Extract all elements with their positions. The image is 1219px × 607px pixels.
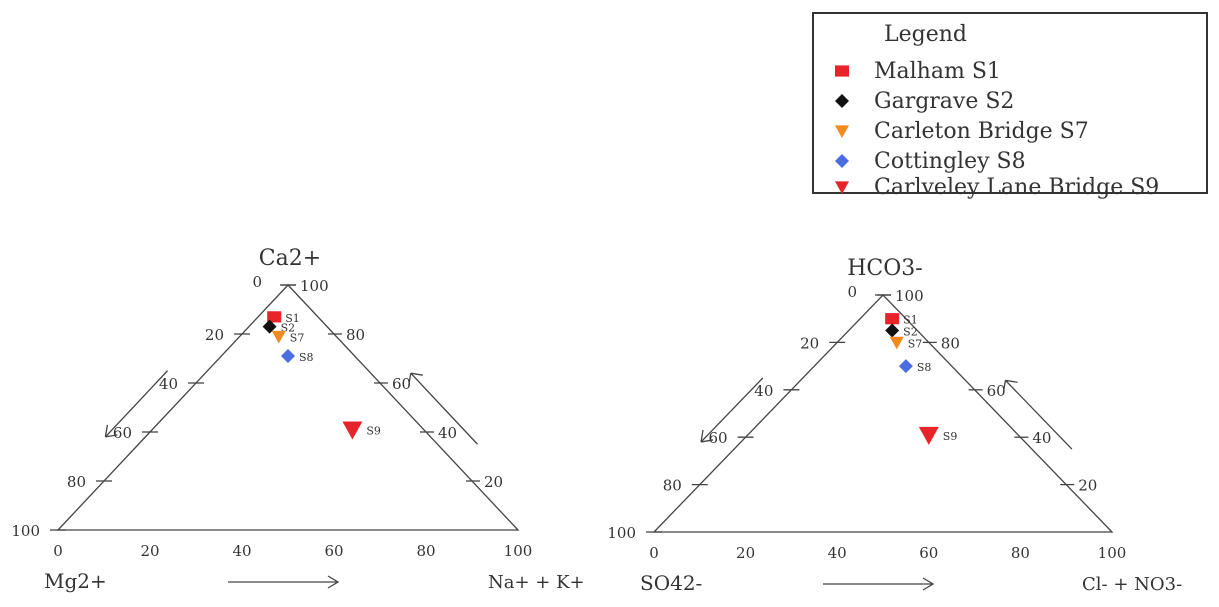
left-tick-label: 100 [11, 522, 40, 540]
base-tick-label: 80 [1011, 544, 1030, 562]
point-s7 [889, 336, 904, 350]
left-tick-label: 0 [847, 283, 857, 301]
legend-marker [832, 153, 852, 169]
legend-label: Malham S1 [874, 58, 1001, 84]
point-s8 [898, 359, 913, 374]
base-arrow [823, 577, 935, 591]
base-tick-label: 20 [736, 544, 755, 562]
left-axis-label: SO42- [640, 571, 702, 595]
point-label: S7 [908, 337, 923, 350]
right-tick-label: 100 [300, 277, 329, 295]
left-tick-label: 80 [67, 473, 86, 491]
legend-title: Legend [884, 22, 967, 47]
point-s7 [271, 330, 286, 344]
right-tick-label: 20 [484, 473, 503, 491]
legend: Legend Malham S1 Gargrave S2 Carleton Br… [812, 12, 1208, 200]
legend-label: Carleton Bridge S7 [874, 118, 1089, 144]
point-s1 [267, 311, 282, 323]
legend-item-s2: Gargrave S2 [832, 86, 1014, 116]
point-s8 [281, 349, 295, 364]
legend-marker [832, 179, 852, 195]
right-arrow [1002, 379, 1073, 450]
left-axis-label: Mg2+ [44, 569, 107, 593]
point-label: S9 [943, 430, 958, 443]
point-s2 [885, 323, 900, 338]
point-s9 [342, 421, 363, 440]
point-label: S2 [903, 326, 918, 339]
triangle-frame [56, 284, 520, 531]
point-label: S8 [917, 361, 932, 374]
left-arrow [104, 370, 168, 438]
legend-marker [832, 63, 852, 79]
base-arrow [228, 575, 340, 589]
right-tick-label: 80 [346, 326, 365, 344]
point-label: S7 [290, 331, 305, 344]
base-tick-label: 0 [649, 544, 659, 562]
point-s1 [885, 313, 900, 325]
legend-label: Gargrave S2 [874, 88, 1015, 114]
legend-item-s7: Carleton Bridge S7 [832, 116, 1089, 146]
left-tick-label: 20 [800, 334, 819, 352]
base-tick-label: 60 [324, 542, 343, 560]
left-tick-label: 40 [159, 375, 178, 393]
legend-marker [832, 93, 852, 109]
right-axis-label: Cl- + NO3- [1082, 574, 1182, 595]
base-tick-label: 80 [416, 542, 435, 560]
ternary-cations: 0 20 40 60 80 100 100 80 60 40 20 0 20 40 60 80 100 Ca2+ M… [11, 246, 584, 593]
point-label: S1 [903, 314, 918, 327]
base-tick-label: 20 [140, 542, 159, 560]
left-tick-label: 20 [205, 326, 224, 344]
right-tick-label: 80 [941, 334, 960, 352]
point-label: S1 [285, 312, 300, 325]
ternary-anions: 0 20 40 60 80 100 100 80 60 40 20 0 20 40 60 80 100 HCO3-… [607, 256, 1182, 595]
legend-item-s9: Carlveley Lane Bridge S9 [832, 172, 1159, 202]
left-tick-label: 80 [663, 477, 682, 495]
right-tick-label: 100 [895, 287, 924, 305]
left-tick-label: 0 [252, 273, 262, 291]
right-tick-label: 20 [1078, 477, 1097, 495]
triangle-frame [652, 294, 1114, 533]
base-tick-label: 100 [504, 542, 533, 560]
legend-item-s1: Malham S1 [832, 56, 1001, 86]
left-tick-label: 60 [113, 424, 132, 442]
base-tick-label: 60 [919, 544, 938, 562]
right-tick-label: 40 [1032, 429, 1051, 447]
right-tick-label: 60 [392, 375, 411, 393]
legend-item-s8: Cottingley S8 [832, 146, 1026, 176]
apex-label: HCO3- [847, 256, 923, 281]
right-axis-label: Na+ + K+ [488, 572, 585, 593]
left-tick-label: 60 [709, 429, 728, 447]
right-tick-label: 40 [438, 424, 457, 442]
left-tick-label: 100 [607, 524, 636, 542]
left-arrow [700, 377, 764, 443]
right-arrow [408, 372, 478, 445]
point-label: S9 [366, 425, 381, 438]
base-tick-label: 40 [828, 544, 847, 562]
base-tick-label: 40 [232, 542, 251, 560]
legend-label: Cottingley S8 [874, 148, 1026, 174]
point-s9 [918, 426, 939, 445]
apex-label: Ca2+ [259, 246, 321, 271]
legend-label: Carlveley Lane Bridge S9 [874, 174, 1160, 200]
point-label: S8 [299, 351, 314, 364]
base-tick-label: 100 [1098, 544, 1127, 562]
base-tick-label: 0 [53, 542, 63, 560]
point-s2 [262, 319, 277, 334]
legend-marker [832, 123, 852, 139]
right-tick-label: 60 [987, 382, 1006, 400]
left-tick-label: 40 [754, 382, 773, 400]
